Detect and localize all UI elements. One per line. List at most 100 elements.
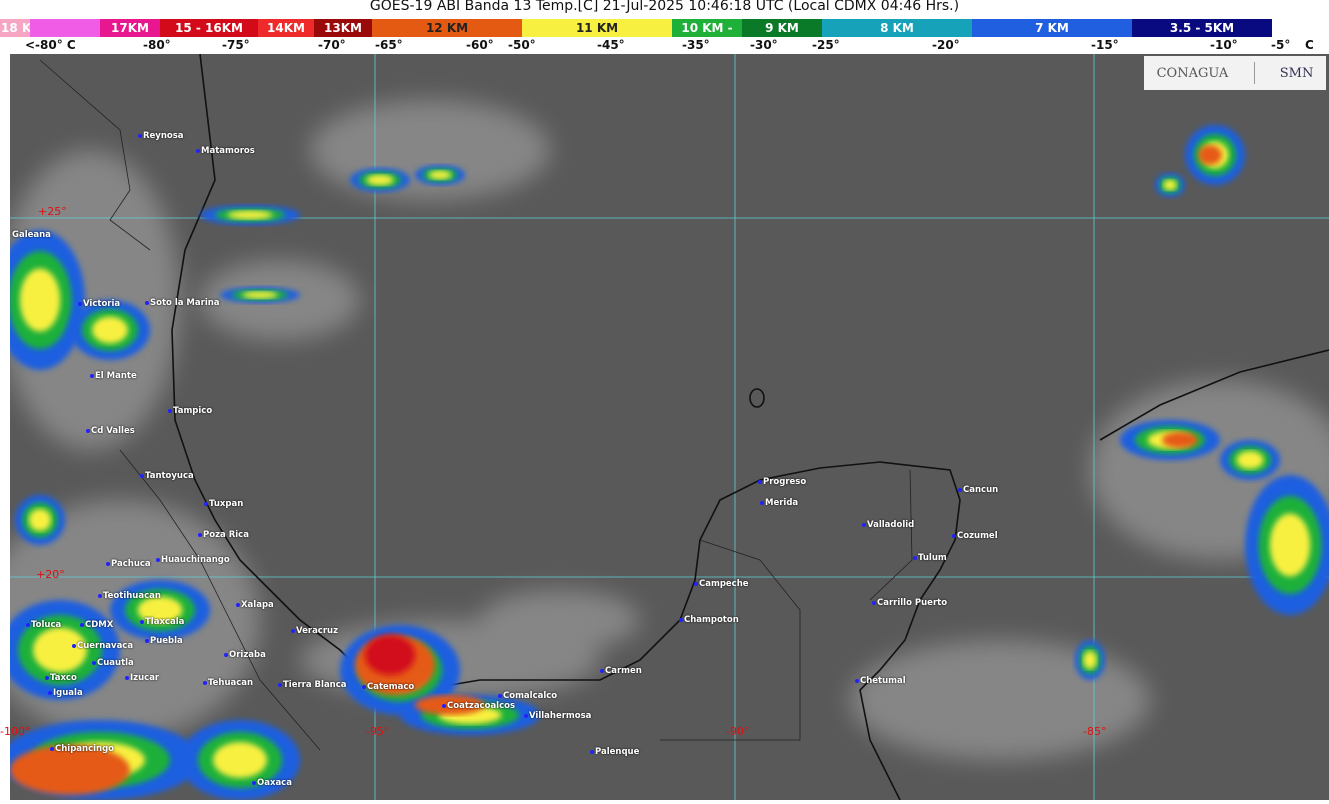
- city-label: Cuautla: [92, 658, 134, 668]
- legend-band: 9 KM: [742, 19, 822, 37]
- city-dot-icon: [50, 746, 54, 751]
- city-name: Chipancingo: [55, 744, 115, 754]
- city-label: Veracruz: [291, 626, 338, 636]
- borders: [39, 59, 913, 751]
- city-name: Tulum: [918, 553, 947, 563]
- city-label: Victoria: [78, 299, 120, 309]
- city-name: Poza Rica: [203, 530, 249, 540]
- city-label: Galeana: [12, 230, 51, 240]
- storm-core: [1162, 432, 1198, 448]
- temp-tick: -50°: [508, 38, 536, 52]
- city-name: Progreso: [763, 477, 807, 487]
- legend-band: > 18 KM: [0, 19, 43, 37]
- legend-band: 8 KM: [822, 19, 972, 37]
- city-dot-icon: [106, 561, 110, 566]
- storm-cell: [19, 268, 61, 332]
- city-dot-icon: [138, 133, 142, 138]
- city-dot-icon: [872, 600, 876, 605]
- city-name: Huauchinango: [161, 555, 230, 565]
- logo-divider: [1253, 62, 1255, 84]
- city-label: Coatzacoalcos: [442, 701, 515, 711]
- temp-tick: -65°: [375, 38, 403, 52]
- city-label: Oaxaca: [252, 778, 292, 788]
- city-label: Tierra Blanca: [278, 680, 347, 690]
- city-name: Tlaxcala: [145, 617, 185, 627]
- conagua-logo: CONAGUA: [1156, 65, 1229, 81]
- storm-core: [365, 635, 415, 675]
- city-dot-icon: [145, 638, 149, 643]
- city-name: Comalcalco: [503, 691, 558, 701]
- legend-band: 11 KM: [522, 19, 672, 37]
- city-name: Orizaba: [229, 650, 266, 660]
- temp-tick: <-80° C: [25, 38, 76, 52]
- city-dot-icon: [48, 690, 52, 695]
- city-dot-icon: [145, 300, 149, 305]
- city-name: Tampico: [173, 406, 213, 416]
- smn-logo: SMN: [1279, 65, 1314, 81]
- temp-tick: C: [1305, 38, 1314, 52]
- city-dot-icon: [590, 749, 594, 754]
- legend-band: 7 KM: [972, 19, 1132, 37]
- city-label: Campeche: [694, 579, 749, 589]
- city-name: Soto la Marina: [150, 298, 220, 308]
- grid-label: -85°: [1083, 725, 1107, 738]
- city-name: El Mante: [95, 371, 137, 381]
- city-label: Merida: [760, 498, 798, 508]
- city-name: Izucar: [130, 673, 160, 683]
- temperature-scale: <-80° C -80° -75° -70° -65° -60° -50° -45° -35° -…: [0, 37, 1329, 54]
- city-label: Tlaxcala: [140, 617, 184, 627]
- city-dot-icon: [760, 500, 764, 505]
- city-dot-icon: [198, 532, 202, 537]
- city-dot-icon: [694, 581, 698, 586]
- city-label: Chetumal: [855, 676, 906, 686]
- city-label: Pachuca: [106, 559, 151, 569]
- city-name: Teotihuacan: [103, 591, 161, 601]
- legend-band: 17KM: [100, 19, 160, 37]
- city-dot-icon: [862, 522, 866, 527]
- city-dot-icon: [679, 617, 683, 622]
- city-dot-icon: [952, 533, 956, 538]
- city-label: Chipancingo: [50, 744, 114, 754]
- city-name: Chetumal: [860, 676, 906, 686]
- city-name: Iguala: [53, 688, 83, 698]
- city-name: Merida: [765, 498, 799, 508]
- grid-label: +25°: [38, 205, 67, 218]
- storm-cell: [33, 627, 87, 673]
- city-name: Catemaco: [367, 682, 415, 692]
- city-name: Xalapa: [241, 600, 274, 610]
- temp-tick: -5°: [1271, 38, 1291, 52]
- city-name: Reynosa: [143, 131, 184, 141]
- city-name: Tierra Blanca: [283, 680, 347, 690]
- grid-label: +20°: [36, 568, 65, 581]
- city-label: Orizaba: [224, 650, 266, 660]
- city-label: Tehuacan: [203, 678, 253, 688]
- storm-cell: [1269, 513, 1311, 577]
- city-label: Tantoyuca: [140, 471, 194, 481]
- city-label: Huauchinango: [156, 555, 230, 565]
- city-label: Carrillo Puerto: [872, 598, 947, 608]
- city-dot-icon: [98, 593, 102, 598]
- city-label: Comalcalco: [498, 691, 557, 701]
- storm-cell: [213, 742, 267, 778]
- temp-tick: -30°: [750, 38, 778, 52]
- temp-tick: -35°: [682, 38, 710, 52]
- storm-cell: [1236, 451, 1264, 469]
- storm-core: [1198, 145, 1222, 165]
- grid-label: -95°: [366, 725, 390, 738]
- storm-cells: [10, 125, 1329, 800]
- legend-band: 15 - 16KM: [160, 19, 258, 37]
- city-name: Villahermosa: [529, 711, 592, 721]
- storm-cell: [227, 210, 273, 220]
- city-dot-icon: [140, 473, 144, 478]
- map-svg: [10, 54, 1329, 800]
- city-dot-icon: [168, 408, 172, 413]
- city-label: Tuxpan: [204, 499, 243, 509]
- storm-cell: [1163, 179, 1177, 191]
- city-dot-icon: [92, 660, 96, 665]
- storm-core: [10, 745, 130, 795]
- grid-label: -90°: [726, 725, 750, 738]
- satellite-map[interactable]: [10, 54, 1329, 800]
- city-name: Champoton: [684, 615, 739, 625]
- city-name: Victoria: [83, 299, 121, 309]
